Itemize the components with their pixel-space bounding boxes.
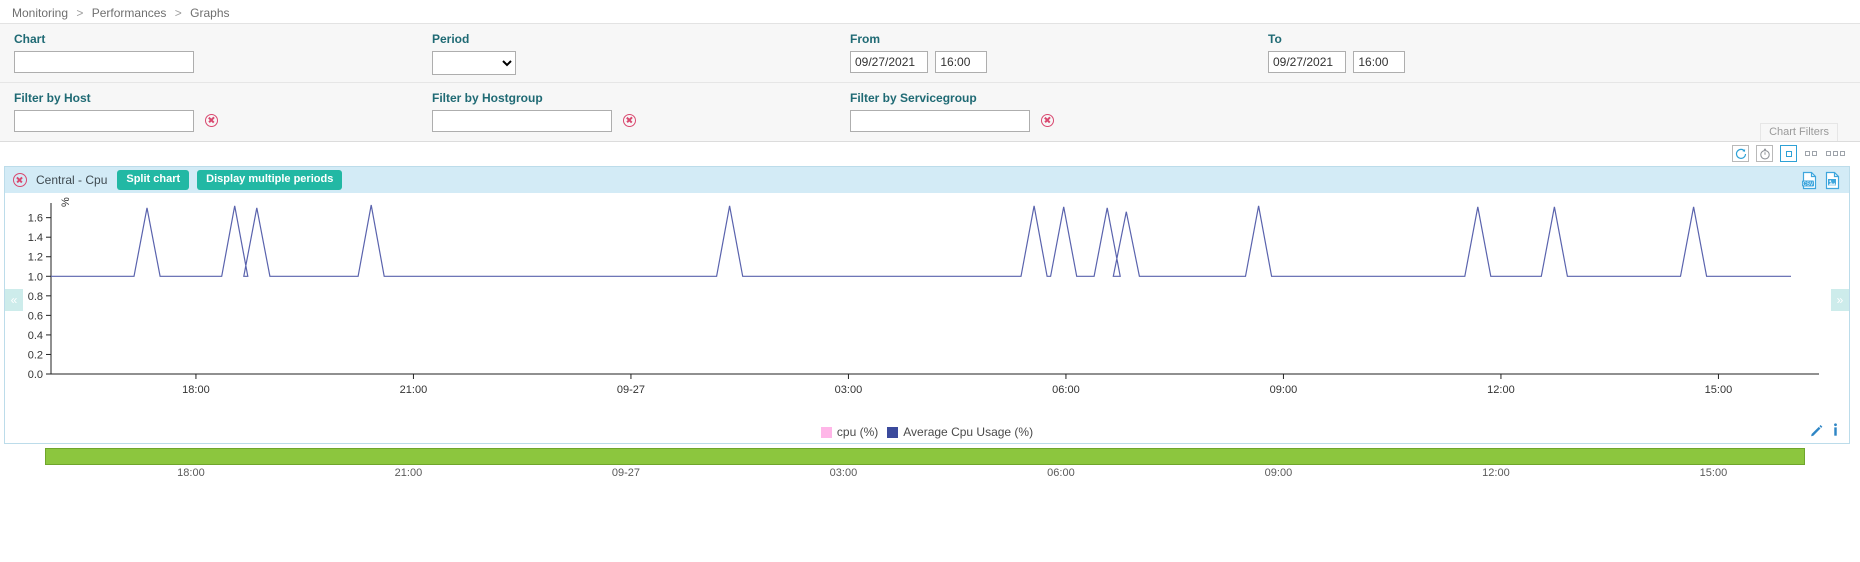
breadcrumb-item-graphs[interactable]: Graphs bbox=[190, 6, 230, 20]
clear-servicegroup-icon[interactable] bbox=[1041, 113, 1055, 127]
time-range-navigator: 18:00 21:00 09-27 03:00 06:00 09:00 12:00 15:00 bbox=[0, 444, 1860, 490]
refresh-icon[interactable] bbox=[1732, 145, 1749, 162]
navigator-axis: 18:00 21:00 09-27 03:00 06:00 09:00 12:00 15:00 bbox=[0, 465, 1860, 487]
to-time-input[interactable] bbox=[1353, 51, 1406, 73]
from-field: From bbox=[850, 32, 988, 73]
breadcrumb-item-performances[interactable]: Performances bbox=[91, 6, 167, 20]
split-chart-button[interactable]: Split chart bbox=[117, 170, 190, 190]
filter-by-host-input[interactable] bbox=[14, 110, 194, 132]
export-image-icon[interactable] bbox=[1824, 171, 1841, 190]
clear-host-icon[interactable] bbox=[205, 113, 219, 127]
navigator-tick-label: 03:00 bbox=[829, 467, 858, 479]
filter-row-primary: Chart Period From To bbox=[0, 24, 1860, 82]
timer-icon[interactable] bbox=[1756, 145, 1773, 162]
export-csv-icon[interactable]: CSV bbox=[1801, 171, 1818, 190]
navigator-tick-label: 12:00 bbox=[1482, 467, 1510, 479]
legend-label-average-cpu-usage: Average Cpu Usage (%) bbox=[903, 425, 1034, 439]
svg-text:06:00: 06:00 bbox=[1052, 384, 1080, 396]
svg-text:1.2: 1.2 bbox=[28, 252, 43, 264]
navigator-tick-label: 21:00 bbox=[394, 467, 423, 479]
display-multiple-periods-button[interactable]: Display multiple periods bbox=[197, 170, 343, 190]
chart-filters-panel: Chart Period From To Filter by Host bbox=[0, 24, 1860, 142]
to-date-input[interactable] bbox=[1268, 51, 1346, 73]
filter-by-host-label: Filter by Host bbox=[14, 91, 91, 105]
navigator-selection-bar[interactable] bbox=[45, 448, 1805, 465]
chart-card: Central - Cpu Split chart Display multip… bbox=[4, 166, 1850, 444]
edit-pencil-icon[interactable] bbox=[1810, 424, 1823, 440]
navigator-tick-label: 09-27 bbox=[611, 467, 641, 479]
close-icon[interactable] bbox=[13, 173, 27, 187]
svg-text:21:00: 21:00 bbox=[400, 384, 428, 396]
svg-text:18:00: 18:00 bbox=[182, 384, 210, 396]
from-date-input[interactable] bbox=[850, 51, 928, 73]
breadcrumb-separator: > bbox=[174, 6, 182, 20]
y-axis-unit-label: % bbox=[60, 197, 72, 207]
clear-hostgroup-icon[interactable] bbox=[623, 113, 637, 127]
navigator-tick-label: 09:00 bbox=[1264, 467, 1293, 479]
chart-filters-tab[interactable]: Chart Filters bbox=[1760, 123, 1838, 141]
svg-text:1.0: 1.0 bbox=[28, 271, 43, 283]
graph-toolbar bbox=[0, 142, 1860, 166]
svg-text:0.0: 0.0 bbox=[28, 369, 43, 381]
chart-label: Chart bbox=[14, 32, 46, 46]
layout-three-column-button[interactable] bbox=[1825, 151, 1846, 156]
svg-text:0.8: 0.8 bbox=[28, 291, 43, 303]
svg-text:0.4: 0.4 bbox=[28, 330, 43, 342]
navigator-tick-label: 15:00 bbox=[1699, 467, 1728, 479]
period-label: Period bbox=[432, 32, 470, 46]
filter-by-hostgroup-input[interactable] bbox=[432, 110, 612, 132]
filter-by-servicegroup-label: Filter by Servicegroup bbox=[850, 91, 977, 105]
breadcrumb-item-monitoring[interactable]: Monitoring bbox=[12, 6, 69, 20]
svg-text:0.2: 0.2 bbox=[28, 349, 43, 361]
svg-text:1.4: 1.4 bbox=[28, 232, 43, 244]
svg-text:09:00: 09:00 bbox=[1270, 384, 1298, 396]
cpu-line-chart: 0.0 0.2 0.4 0.6 0.8 1.0 1.2 1.4 1.6 18:00 21:00 09-… bbox=[28, 203, 1819, 396]
legend-item-average-cpu-usage[interactable]: Average Cpu Usage (%) bbox=[887, 425, 1033, 439]
filter-by-servicegroup-input[interactable] bbox=[850, 110, 1030, 132]
from-label: From bbox=[850, 32, 880, 46]
filter-by-host-field: Filter by Host bbox=[14, 91, 219, 132]
svg-text:15:00: 15:00 bbox=[1705, 384, 1733, 396]
layout-one-column-button[interactable] bbox=[1780, 145, 1797, 162]
legend-item-cpu[interactable]: cpu (%) bbox=[820, 425, 879, 439]
svg-text:12:00: 12:00 bbox=[1487, 384, 1515, 396]
legend-swatch-cpu bbox=[820, 426, 832, 438]
chart-input[interactable] bbox=[14, 51, 194, 73]
navigator-tick-label: 06:00 bbox=[1047, 467, 1075, 479]
period-field: Period bbox=[432, 32, 516, 75]
chart-title: Central - Cpu bbox=[36, 173, 108, 187]
svg-text:09-27: 09-27 bbox=[617, 384, 645, 396]
chart-field: Chart bbox=[14, 32, 194, 73]
legend-swatch-average-cpu-usage bbox=[887, 426, 899, 438]
layout-two-column-button[interactable] bbox=[1804, 151, 1818, 156]
info-icon[interactable] bbox=[1830, 423, 1841, 440]
to-label: To bbox=[1268, 32, 1282, 46]
chart-card-header: Central - Cpu Split chart Display multip… bbox=[5, 167, 1849, 193]
chart-legend: cpu (%) Average Cpu Usage (%) bbox=[5, 421, 1849, 443]
filter-by-hostgroup-field: Filter by Hostgroup bbox=[432, 91, 637, 132]
breadcrumb: Monitoring > Performances > Graphs bbox=[0, 0, 1860, 24]
breadcrumb-separator: > bbox=[76, 6, 84, 20]
legend-label-cpu: cpu (%) bbox=[836, 425, 879, 439]
filter-row-secondary: Filter by Host Filter by Hostgroup Filte… bbox=[0, 82, 1860, 140]
from-time-input[interactable] bbox=[935, 51, 988, 73]
period-select[interactable] bbox=[432, 51, 516, 75]
chart-plot-area: % 0.0 0.2 0.4 0.6 0.8 1.0 1.2 1.4 1.6 18:00 21:00 0… bbox=[5, 193, 1849, 421]
svg-text:CSV: CSV bbox=[1803, 181, 1814, 187]
filter-by-hostgroup-label: Filter by Hostgroup bbox=[432, 91, 543, 105]
svg-text:03:00: 03:00 bbox=[835, 384, 863, 396]
prev-period-button[interactable]: « bbox=[5, 289, 23, 311]
filter-by-servicegroup-field: Filter by Servicegroup bbox=[850, 91, 1055, 132]
svg-text:0.6: 0.6 bbox=[28, 310, 43, 322]
navigator-tick-label: 18:00 bbox=[177, 467, 205, 479]
svg-text:1.6: 1.6 bbox=[28, 213, 43, 225]
to-field: To bbox=[1268, 32, 1406, 73]
next-period-button[interactable]: » bbox=[1831, 289, 1849, 311]
